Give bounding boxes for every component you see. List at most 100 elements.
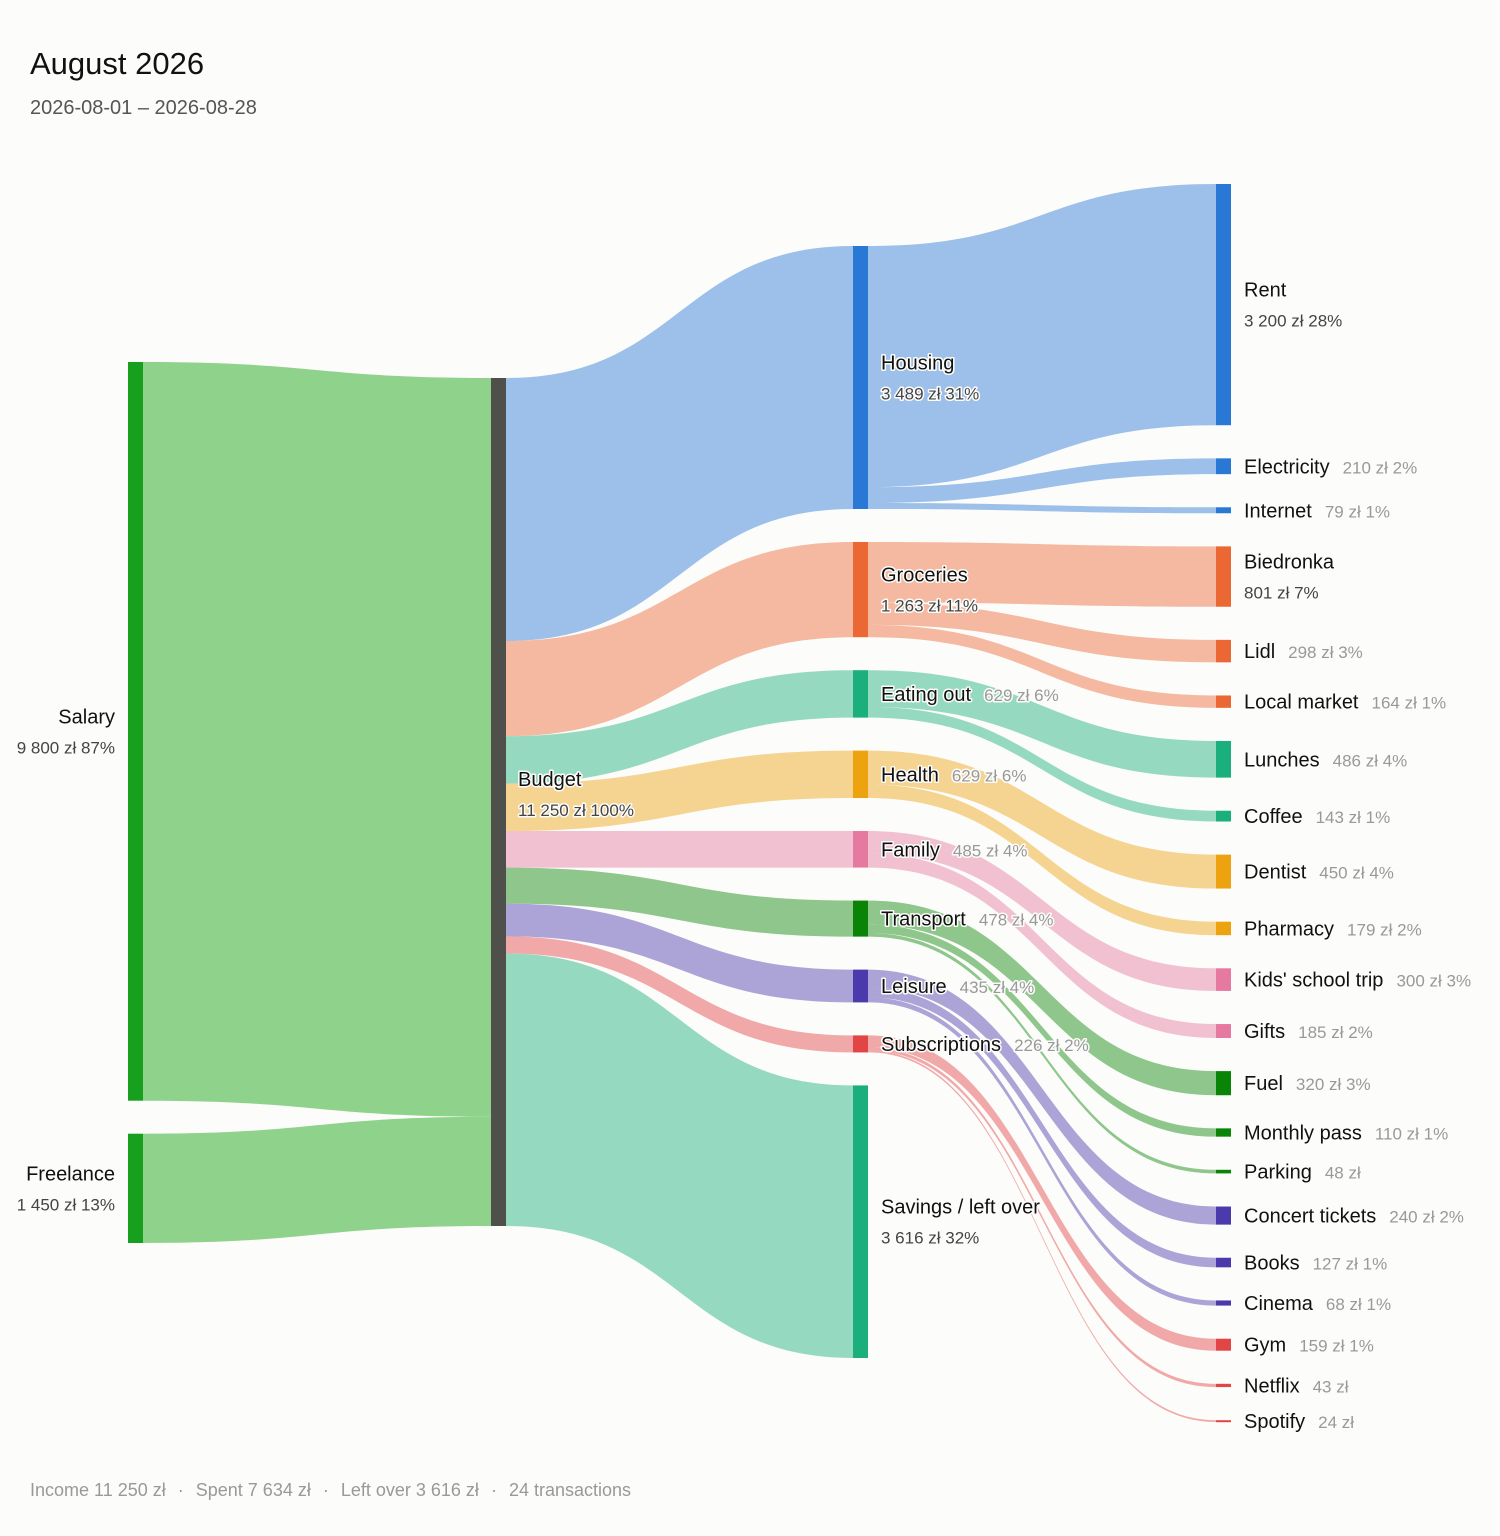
node-parking — [1216, 1169, 1231, 1174]
node-label-transport: Transport — [881, 909, 966, 931]
node-freelance — [128, 1133, 143, 1243]
node-label-gym: Gym — [1244, 1335, 1286, 1357]
node-salary — [128, 362, 143, 1101]
link-family-gifts — [868, 853, 1216, 1038]
sankey-labels: Salary 9 800 zł 87% Freelance 1 450 zł 13% B… — [17, 278, 1473, 1434]
node-amount-lunches: 486 zł 4% — [1333, 751, 1408, 770]
footer-separator: · — [177, 1480, 184, 1500]
node-rent — [1216, 184, 1231, 426]
node-amount-budget: 11 250 zł 100% — [518, 801, 634, 820]
node-label-biedronka: Biedronka — [1244, 552, 1335, 574]
node-amount-spotify: 24 zł — [1318, 1413, 1354, 1432]
node-electricity — [1216, 458, 1231, 475]
node-leisure — [853, 969, 868, 1003]
node-label-lidl: Lidl — [1244, 641, 1275, 663]
node-label-budget: Budget — [518, 769, 582, 791]
link-subscriptions-spotify — [868, 1050, 1216, 1422]
node-amount-leisure: 435 zł 4% — [960, 978, 1035, 997]
node-amount-groceries: 1 263 zł 11% — [881, 597, 978, 616]
node-label-rent: Rent — [1244, 280, 1287, 302]
footer-spent: Spent 7 634 zł — [195, 1480, 311, 1500]
node-cinema — [1216, 1300, 1231, 1306]
node-amount-gym: 159 zł 1% — [1299, 1337, 1374, 1356]
link-health-dentist — [868, 750, 1216, 889]
sankey-links — [143, 184, 1216, 1422]
node-label-housing: Housing — [881, 352, 954, 374]
node-amount-transport: 478 zł 4% — [979, 911, 1054, 930]
page-title: August 2026 — [30, 46, 205, 81]
date-range: 2026-08-01 – 2026-08-28 — [30, 97, 257, 119]
node-label-pharmacy: Pharmacy — [1244, 918, 1334, 940]
node-amount-subscriptions: 226 zł 2% — [1014, 1036, 1089, 1055]
node-amount-dentist: 450 zł 4% — [1319, 864, 1394, 883]
link-budget-transport — [506, 867, 853, 937]
node-label-monthly_pass: Monthly pass — [1244, 1123, 1362, 1145]
node-spotify — [1216, 1420, 1231, 1423]
node-label-lunches: Lunches — [1244, 749, 1320, 771]
node-amount-coffee: 143 zł 1% — [1316, 808, 1391, 827]
node-label-coffee: Coffee — [1244, 806, 1303, 828]
link-budget-eating_out — [506, 670, 853, 784]
node-amount-pharmacy: 179 zł 2% — [1347, 920, 1422, 939]
node-gifts — [1216, 1024, 1231, 1038]
node-budget — [491, 378, 506, 1226]
node-fuel — [1216, 1071, 1231, 1096]
node-amount-cinema: 68 zł 1% — [1326, 1295, 1391, 1314]
link-freelance-budget — [143, 1116, 491, 1243]
link-housing-rent — [868, 184, 1216, 488]
node-label-leisure: Leisure — [881, 976, 947, 998]
node-amount-internet: 79 zł 1% — [1325, 502, 1390, 521]
link-leisure-cinema — [868, 997, 1216, 1306]
node-amount-concert: 240 zł 2% — [1389, 1208, 1464, 1227]
footer-income: Income 11 250 zł — [30, 1480, 166, 1500]
node-savings — [853, 1085, 868, 1358]
node-dentist — [1216, 854, 1231, 889]
node-label-internet: Internet — [1244, 500, 1312, 522]
node-label-freelance: Freelance — [26, 1163, 115, 1185]
node-amount-rent: 3 200 zł 28% — [1244, 312, 1342, 331]
link-budget-housing — [506, 246, 853, 641]
sankey-nodes — [128, 184, 1231, 1423]
node-amount-parking: 48 zł — [1325, 1164, 1361, 1183]
link-transport-fuel — [868, 900, 1216, 1096]
node-family — [853, 831, 868, 868]
node-health — [853, 750, 868, 799]
node-label-parking: Parking — [1244, 1162, 1312, 1184]
link-budget-groceries — [506, 541, 853, 737]
node-coffee — [1216, 810, 1231, 822]
node-netflix — [1216, 1383, 1231, 1388]
node-label-kids_trip: Kids' school trip — [1244, 970, 1383, 992]
link-leisure-concert — [868, 969, 1216, 1225]
link-budget-family — [506, 831, 853, 868]
link-budget-health — [506, 750, 853, 832]
node-label-savings: Savings / left over — [881, 1197, 1040, 1219]
node-books — [1216, 1257, 1231, 1268]
node-subscriptions — [853, 1035, 868, 1053]
node-label-family: Family — [881, 839, 940, 861]
node-amount-kids_trip: 300 zł 3% — [1396, 972, 1471, 991]
node-amount-biedronka: 801 zł 7% — [1244, 584, 1319, 603]
link-budget-leisure — [506, 903, 853, 1003]
node-housing — [853, 246, 868, 509]
link-health-pharmacy — [868, 784, 1216, 936]
node-amount-gifts: 185 zł 2% — [1298, 1023, 1373, 1042]
footer-left-over: Left over 3 616 zł — [340, 1480, 479, 1500]
node-label-eating_out: Eating out — [881, 684, 972, 706]
node-label-electricity: Electricity — [1244, 456, 1330, 478]
node-label-fuel: Fuel — [1244, 1073, 1283, 1095]
node-amount-housing: 3 489 zł 31% — [881, 384, 979, 403]
node-amount-eating_out: 629 zł 6% — [984, 686, 1059, 705]
node-amount-books: 127 zł 1% — [1313, 1255, 1388, 1274]
footer-separator: · — [490, 1480, 497, 1500]
node-eating_out — [853, 670, 868, 718]
link-budget-subscriptions — [506, 936, 853, 1053]
node-groceries — [853, 541, 868, 638]
node-concert — [1216, 1206, 1231, 1225]
node-label-books: Books — [1244, 1253, 1300, 1275]
node-amount-monthly_pass: 110 zł 1% — [1375, 1125, 1448, 1144]
node-gym — [1216, 1338, 1231, 1351]
node-amount-salary: 9 800 zł 87% — [17, 738, 115, 757]
node-label-local_market: Local market — [1244, 692, 1359, 714]
footer-transactions: 24 transactions — [508, 1480, 632, 1500]
